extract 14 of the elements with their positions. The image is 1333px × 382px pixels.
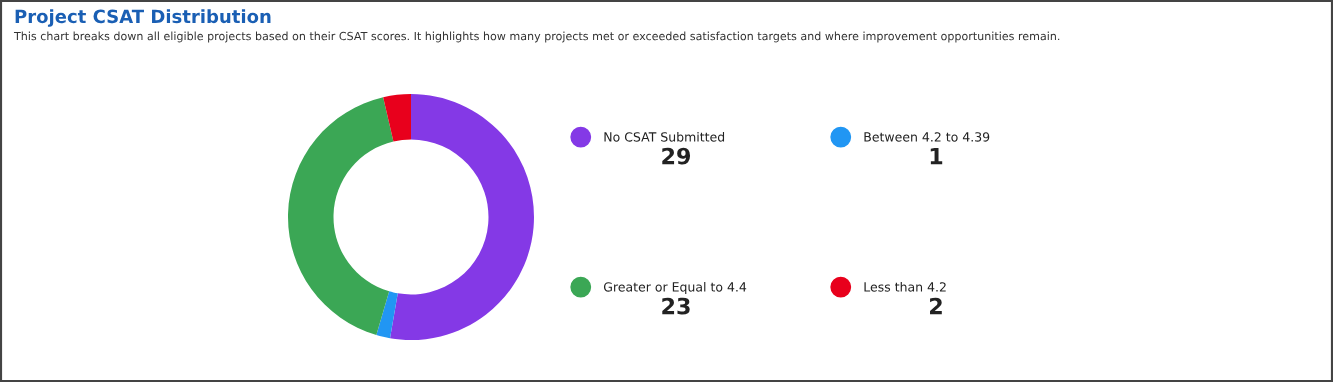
- donut-slice: [390, 94, 534, 340]
- legend-label: Between 4.2 to 4.39: [864, 132, 990, 142]
- donut-slice: [376, 291, 398, 339]
- data-label: 1: [930, 147, 943, 165]
- data-label: 2: [930, 297, 942, 315]
- data-label: 23: [662, 297, 690, 315]
- donut-slice: [288, 97, 394, 336]
- legend-label: Greater or Equal to 4.4: [603, 281, 747, 295]
- chart-subtitle: This chart breaks down all eligible projects based on their CSAT scores. It highlights how many projects met or exceeded satisfaction targets and where improvement opportunities remain.: [13, 31, 1060, 43]
- data-label: 29: [662, 147, 691, 165]
- legend-label: No CSAT Submitted: [604, 131, 725, 142]
- text: Project CSAT Distribution: [15, 9, 271, 27]
- donut-slice: [383, 94, 411, 142]
- legend-label: Less than 4.2: [864, 281, 946, 292]
